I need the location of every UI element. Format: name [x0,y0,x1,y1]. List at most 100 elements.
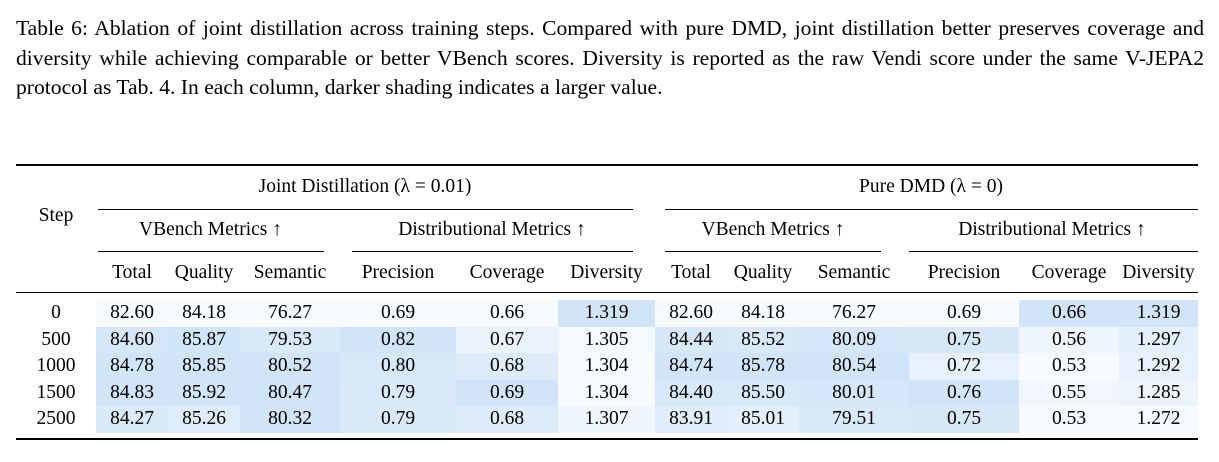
column-header-total-joint: Total [112,262,152,283]
column-header-precision-joint: Precision [361,262,435,283]
value-cell-diversity-joint: 1.307 [558,406,655,433]
value-cell-total-pure: 84.44 [655,326,727,353]
value-cell-quality-joint: 85.92 [168,379,240,406]
step-cell: 0 [51,302,61,324]
header-dist-pure: Distributional Metrics ↑ [958,219,1146,240]
value-cell-semantic-joint: 80.32 [240,406,340,433]
column-header-semantic-joint: Semantic [253,262,327,283]
value-cell-diversity-joint: 1.304 [558,353,655,380]
header-vbench-joint: VBench Metrics ↑ [139,219,282,240]
value-cell-precision-pure: 0.72 [909,353,1019,380]
value-cell-coverage-joint: 0.68 [456,353,558,380]
column-header-total-pure: Total [671,262,711,283]
mid-rule [16,292,1198,293]
value-cell-semantic-joint: 76.27 [240,300,340,327]
value-cell-diversity-pure: 1.319 [1119,300,1198,327]
cmidrule-dist-pure [909,251,1198,252]
value-cell-diversity-joint: 1.305 [558,326,655,353]
value-cell-total-pure: 84.74 [655,353,727,380]
header-step: Step [38,205,74,226]
step-cell: 2500 [36,408,76,430]
table-row: 2500 84.27 85.26 80.32 0.79 0.68 1.307 83.91 85.… [16,406,1198,433]
value-cell-quality-pure: 85.01 [727,406,799,433]
value-cell-total-pure: 82.60 [655,300,727,327]
value-cell-total-joint: 84.83 [96,379,168,406]
value-cell-semantic-joint: 80.52 [240,353,340,380]
value-cell-diversity-pure: 1.292 [1119,353,1198,380]
value-cell-semantic-pure: 79.51 [799,406,909,433]
table-row: 1000 84.78 85.85 80.52 0.80 0.68 1.304 84.74 85.… [16,353,1198,380]
table-row: 500 84.60 85.87 79.53 0.82 0.67 1.305 84.44 85.5… [16,326,1198,353]
value-cell-quality-joint: 84.18 [168,300,240,327]
column-header-diversity-pure: Diversity [1122,262,1195,283]
column-header-precision-pure: Precision [927,262,1001,283]
value-cell-total-joint: 84.60 [96,326,168,353]
value-cell-coverage-joint: 0.66 [456,300,558,327]
bottom-rule [16,438,1198,440]
column-header-coverage-joint: Coverage [469,262,545,283]
value-cell-quality-pure: 85.78 [727,353,799,380]
header-group-joint: Joint Distillation (λ = 0.01) [258,176,472,197]
table-row: 1500 84.83 85.92 80.47 0.79 0.69 1.304 84.40 85.… [16,379,1198,406]
table-row: 0 82.60 84.18 76.27 0.69 0.66 1.319 82.60 84.18 7… [16,300,1198,327]
value-cell-precision-pure: 0.75 [909,406,1019,433]
value-cell-total-pure: 83.91 [655,406,727,433]
table-body: 0 82.60 84.18 76.27 0.69 0.66 1.319 82.60 84.18 7… [16,293,1198,438]
step-cell: 500 [41,328,71,350]
value-cell-total-pure: 84.40 [655,379,727,406]
value-cell-diversity-pure: 1.297 [1119,326,1198,353]
value-cell-coverage-pure: 0.56 [1019,326,1119,353]
step-cell: 1500 [36,381,76,403]
value-cell-total-joint: 82.60 [96,300,168,327]
step-cell: 1000 [36,355,76,377]
value-cell-quality-joint: 85.26 [168,406,240,433]
value-cell-diversity-joint: 1.304 [558,379,655,406]
value-cell-precision-joint: 0.79 [340,406,456,433]
value-cell-total-joint: 84.27 [96,406,168,433]
value-cell-coverage-pure: 0.53 [1019,353,1119,380]
results-table: Step Joint Distillation (λ = 0.01) Pure … [16,164,1198,440]
value-cell-diversity-pure: 1.272 [1119,406,1198,433]
cmidrule-vbench-joint [98,251,324,252]
cmidrule-pure [665,209,1198,210]
value-cell-quality-pure: 85.50 [727,379,799,406]
value-cell-precision-joint: 0.82 [340,326,456,353]
value-cell-precision-pure: 0.75 [909,326,1019,353]
value-cell-coverage-joint: 0.67 [456,326,558,353]
value-cell-coverage-pure: 0.53 [1019,406,1119,433]
value-cell-precision-joint: 0.69 [340,300,456,327]
value-cell-semantic-pure: 80.54 [799,353,909,380]
table-header: Step Joint Distillation (λ = 0.01) Pure … [16,166,1198,292]
value-cell-semantic-joint: 79.53 [240,326,340,353]
value-cell-quality-pure: 85.52 [727,326,799,353]
value-cell-diversity-pure: 1.285 [1119,379,1198,406]
top-rule [16,164,1198,166]
value-cell-semantic-pure: 80.09 [799,326,909,353]
value-cell-coverage-joint: 0.68 [456,406,558,433]
column-header-semantic-pure: Semantic [817,262,891,283]
column-header-diversity-joint: Diversity [570,262,643,283]
column-header-quality-pure: Quality [733,262,793,283]
value-cell-semantic-pure: 80.01 [799,379,909,406]
value-cell-coverage-joint: 0.69 [456,379,558,406]
column-header-coverage-pure: Coverage [1031,262,1107,283]
cmidrule-dist-joint [352,251,633,252]
value-cell-semantic-pure: 76.27 [799,300,909,327]
column-header-quality-joint: Quality [174,262,234,283]
table-caption: Table 6: Ablation of joint distillation … [16,16,1204,99]
value-cell-precision-joint: 0.79 [340,379,456,406]
value-cell-diversity-joint: 1.319 [558,300,655,327]
value-cell-quality-joint: 85.85 [168,353,240,380]
value-cell-precision-joint: 0.80 [340,353,456,380]
value-cell-precision-pure: 0.69 [909,300,1019,327]
cmidrule-joint [98,209,633,210]
value-cell-total-joint: 84.78 [96,353,168,380]
value-cell-quality-pure: 84.18 [727,300,799,327]
value-cell-quality-joint: 85.87 [168,326,240,353]
value-cell-coverage-pure: 0.55 [1019,379,1119,406]
cmidrule-vbench-pure [665,251,881,252]
header-vbench-pure: VBench Metrics ↑ [701,219,845,240]
value-cell-precision-pure: 0.76 [909,379,1019,406]
header-group-pure: Pure DMD (λ = 0) [859,176,1003,197]
value-cell-coverage-pure: 0.66 [1019,300,1119,327]
